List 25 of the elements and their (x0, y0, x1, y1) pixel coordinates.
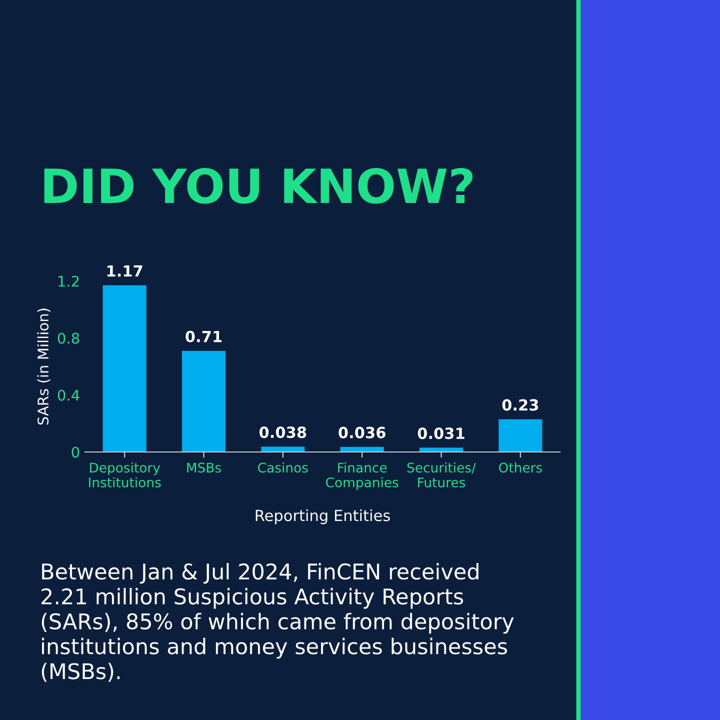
x-tick-label: MSBs (187, 462, 221, 473)
chart-title: DID YOU KNOW? (44, 168, 472, 204)
data-label: 0.71 (186, 330, 222, 342)
y-tick-label: 0.8 (58, 332, 80, 344)
x-axis-title: Reporting Entities (256, 509, 390, 524)
x-tick-label: Others (498, 462, 542, 473)
data-label: 0.036 (338, 426, 386, 438)
x-tick-label: Finance Companies (326, 462, 398, 490)
y-tick-label: 0.4 (58, 390, 80, 401)
x-tick-label: Casinos (258, 462, 308, 473)
bar (419, 448, 464, 452)
data-label: 0.038 (259, 426, 306, 438)
bar (498, 419, 542, 452)
data-label: 1.17 (107, 265, 142, 277)
bar (261, 446, 305, 452)
x-tick-label: Securities/ Futures (407, 462, 476, 488)
data-label: 0.031 (418, 428, 464, 440)
text: Between Jan & Jul 2024, FinCEN received 2.21 million Suspicious Activity Reports (SARs), 85% of which came from depository institutions and money services businesses (MSBs). (42, 563, 514, 682)
y-tick-label: 1.2 (58, 276, 79, 287)
bar (182, 350, 226, 452)
bar (102, 285, 146, 452)
y-axis-title: SARs (in Million) (37, 308, 50, 425)
y-tick-label: 0 (72, 446, 80, 458)
data-label: 0.23 (502, 399, 538, 411)
x-tick-label: Depository Institutions (89, 462, 161, 488)
